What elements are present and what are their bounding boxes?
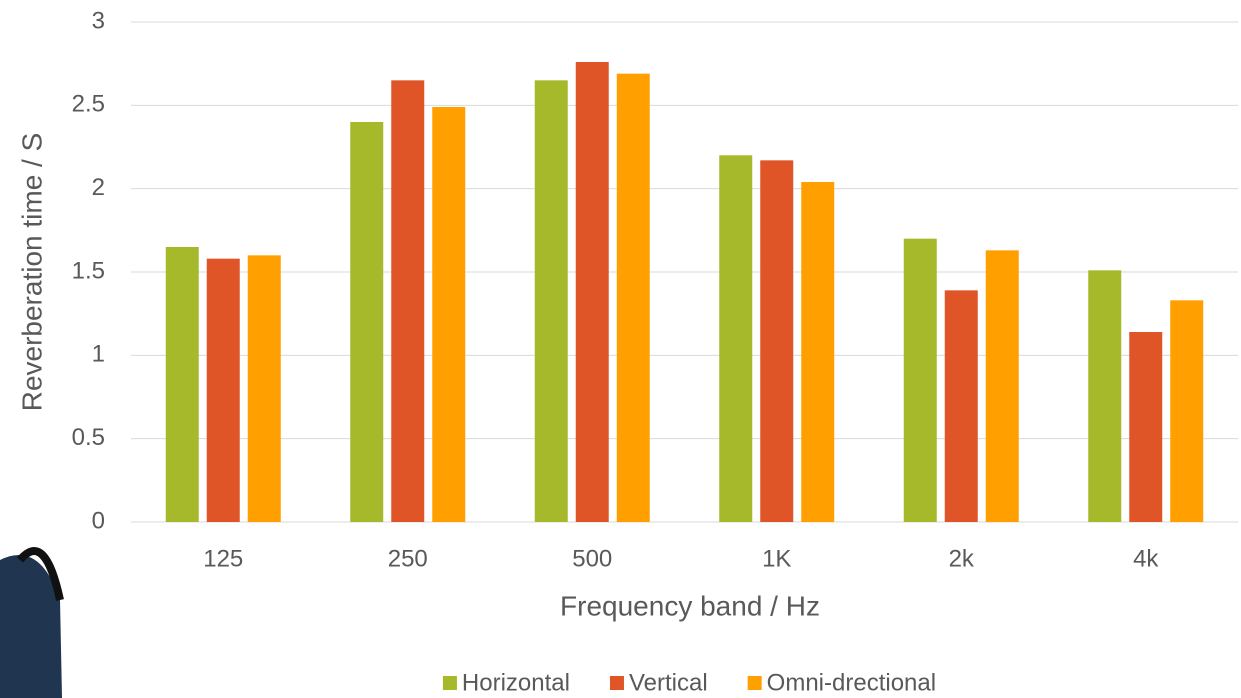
x-tick-label: 250 [388,545,428,572]
y-tick-label: 3 [92,7,105,34]
bar [248,255,281,522]
y-tick-label: 1 [92,341,105,368]
bar [617,74,650,522]
legend-label: Horizontal [462,669,570,696]
bar [760,160,793,522]
bar [719,155,752,522]
legend-label: Vertical [629,669,708,696]
x-tick-label: 125 [203,545,243,572]
y-tick-label: 2.5 [72,91,105,118]
bar [535,80,568,522]
legend-swatch [610,676,624,690]
bar [945,290,978,522]
y-tick-label: 0.5 [72,424,105,451]
legend-swatch [443,676,457,690]
x-tick-label: 2k [949,545,975,572]
x-tick-label: 1K [762,545,791,572]
bar [904,239,937,522]
x-tick-label: 500 [572,545,612,572]
bar [350,122,383,522]
bar [432,107,465,522]
bar [1088,270,1121,522]
bar [391,80,424,522]
y-tick-label: 1.5 [72,257,105,284]
bar [166,247,199,522]
y-tick-label: 2 [92,174,105,201]
bar [986,250,1019,522]
legend-swatch [748,676,762,690]
y-tick-label: 0 [92,507,105,534]
bar [576,62,609,522]
decoration [0,551,62,698]
y-axis-title: Reverberation time / S [16,133,47,412]
chart: Frequency band / Hz Reverberation time /… [0,0,1241,698]
x-axis-title: Frequency band / Hz [560,590,820,621]
bar [801,182,834,522]
x-tick-label: 4k [1133,545,1159,572]
legend-label: Omni-drectional [767,669,936,696]
bar [1129,332,1162,522]
page: {"chart_data": {"type": "bar", "x_label"… [0,0,1241,698]
bar [1170,300,1203,522]
bar [207,259,240,522]
